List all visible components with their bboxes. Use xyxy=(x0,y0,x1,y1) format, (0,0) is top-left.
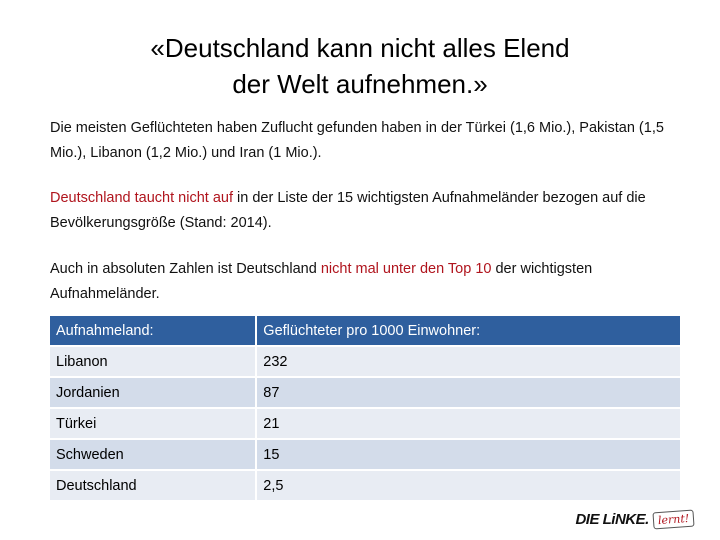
cell-country: Türkei xyxy=(50,409,258,438)
paragraph-2-highlight: Deutschland taucht nicht auf xyxy=(50,190,233,206)
cell-value: 87 xyxy=(257,378,682,407)
title-line-2: der Welt aufnehmen.» xyxy=(232,69,488,99)
die-linke-logo: DIE LiNKE. lernt! xyxy=(575,509,695,530)
logo-badge: lernt! xyxy=(652,509,695,530)
paragraph-1: Die meisten Geflüchteten haben Zuflucht … xyxy=(50,120,664,161)
table-row: Türkei 21 xyxy=(50,409,682,438)
table-header-row: Aufnahmeland: Geflüchteter pro 1000 Einw… xyxy=(50,316,682,345)
header-country: Aufnahmeland: xyxy=(50,316,258,345)
header-per-1000: Geflüchteter pro 1000 Einwohner: xyxy=(257,316,682,345)
page-title: «Deutschland kann nicht alles Elend der … xyxy=(0,30,720,102)
cell-value: 21 xyxy=(257,409,682,438)
cell-value: 232 xyxy=(257,347,682,376)
paragraph-3: Auch in absoluten Zahlen ist Deutschland… xyxy=(50,257,690,307)
table-row: Jordanien 87 xyxy=(50,378,682,407)
table-row: Libanon 232 xyxy=(50,347,682,376)
logo-text: DIE LiNKE. xyxy=(575,511,649,528)
cell-country: Deutschland xyxy=(50,471,258,500)
table-row: Deutschland 2,5 xyxy=(50,471,682,500)
cell-country: Libanon xyxy=(50,347,258,376)
cell-value: 2,5 xyxy=(257,471,682,500)
paragraph-2-rest: in der Liste der 15 wichtigsten Aufnahme… xyxy=(50,190,646,231)
paragraph-2: Deutschland taucht nicht auf in der List… xyxy=(50,186,690,236)
paragraph-3-highlight: nicht mal unter den Top 10 xyxy=(320,261,492,277)
cell-country: Jordanien xyxy=(50,378,258,407)
title-line-1: «Deutschland kann nicht alles Elend xyxy=(150,33,570,63)
cell-value: 15 xyxy=(257,440,682,469)
paragraph-3-before: Auch in absoluten Zahlen ist Deutschland xyxy=(50,261,321,277)
paragraph-3-after: der wichtigsten Aufnahmeländer. xyxy=(50,261,593,302)
table-row: Schweden 15 xyxy=(50,440,682,469)
cell-country: Schweden xyxy=(50,440,258,469)
refugee-table: Aufnahmeland: Geflüchteter pro 1000 Einw… xyxy=(50,314,682,502)
